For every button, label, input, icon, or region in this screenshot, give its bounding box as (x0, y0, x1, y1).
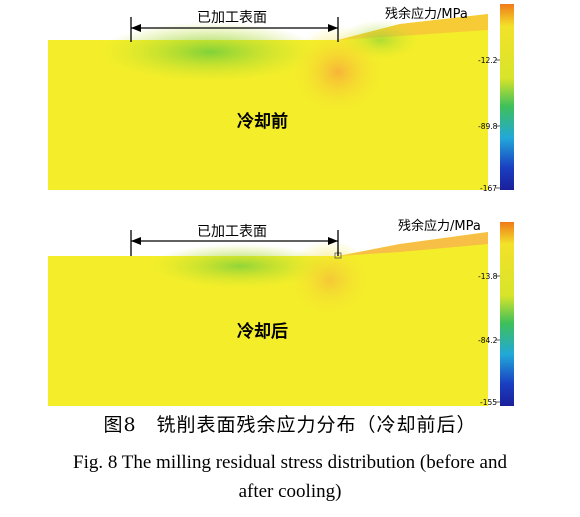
figure-caption-cn: 图8 铣削表面残余应力分布（冷却前后） (103, 414, 477, 436)
panel-after-cooling: 残余应力/MPa -13.8 -84.2 -155 已加工表面 冷却后 (0, 210, 580, 410)
legend-tick-label: -167 (480, 184, 497, 193)
stress-field-before: 残余应力/MPa -12.2 -89.8 -167 已加工表面 冷却前 (48, 4, 514, 193)
state-label: 冷却后 (237, 321, 288, 342)
legend-tick-label: -12.2 (478, 56, 498, 65)
state-label: 冷却前 (237, 111, 288, 132)
legend-colorbar (500, 222, 514, 406)
machined-surface-bracket (130, 17, 339, 42)
figure-caption-en-line1: Fig. 8 The milling residual stress distr… (73, 452, 507, 473)
legend-tick-label: -155 (480, 398, 497, 407)
legend-title: 残余应力/MPa (398, 218, 481, 234)
panel-before-cooling: 残余应力/MPa -12.2 -89.8 -167 已加工表面 冷却前 (0, 0, 580, 200)
figure-caption-en-line2: after cooling) (238, 481, 342, 502)
machined-surface-label: 已加工表面 (197, 10, 267, 26)
legend-tick-label: -13.8 (478, 272, 498, 281)
machined-surface-bracket (130, 230, 339, 256)
machined-surface-label: 已加工表面 (197, 224, 267, 240)
legend-tick-label: -84.2 (478, 336, 498, 345)
legend-colorbar (500, 4, 514, 190)
stress-field-after: 残余应力/MPa -13.8 -84.2 -155 已加工表面 冷却后 (48, 218, 514, 407)
legend-tick-label: -89.8 (478, 122, 498, 131)
legend-title: 残余应力/MPa (385, 6, 468, 22)
